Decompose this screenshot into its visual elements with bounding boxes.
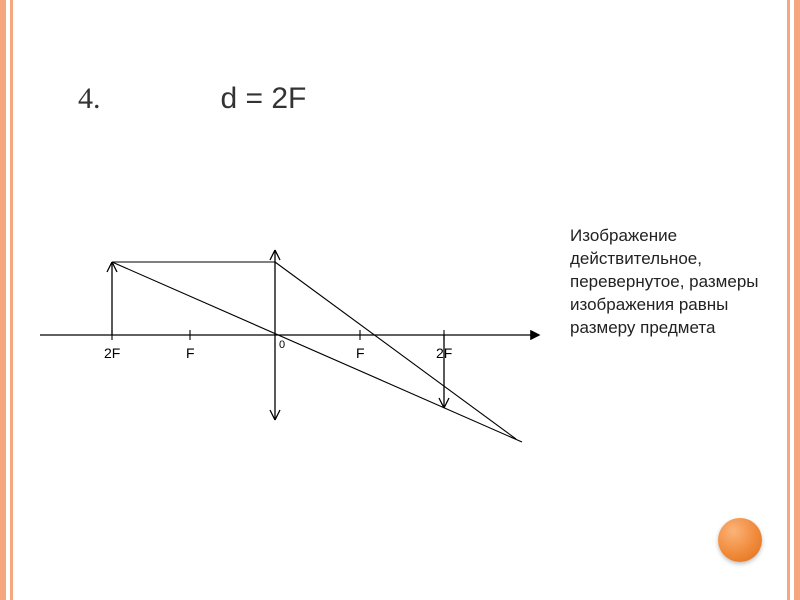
image-description: Изображение действительное, перевернутое… — [570, 225, 770, 340]
label-F-left: F — [186, 345, 195, 361]
label-F-right: F — [356, 345, 365, 361]
slide-border-left-outer — [0, 0, 6, 600]
ray-parallel-seg2 — [275, 262, 516, 439]
slide-title: 4. d = 2F — [78, 82, 306, 116]
slide-formula: d = 2F — [221, 82, 307, 116]
slide-border-right-outer — [794, 0, 800, 600]
nav-dot-button[interactable] — [718, 518, 762, 562]
label-2F-left: 2F — [104, 345, 120, 361]
ray-center — [112, 262, 522, 442]
slide-border-left-inner — [10, 0, 13, 600]
diagram-svg: 2F F 0 F 2F — [30, 210, 550, 460]
lens-ray-diagram: 2F F 0 F 2F — [30, 210, 550, 460]
slide-number: 4. — [78, 82, 101, 116]
label-origin: 0 — [279, 339, 285, 351]
slide-border-right-inner — [787, 0, 790, 600]
